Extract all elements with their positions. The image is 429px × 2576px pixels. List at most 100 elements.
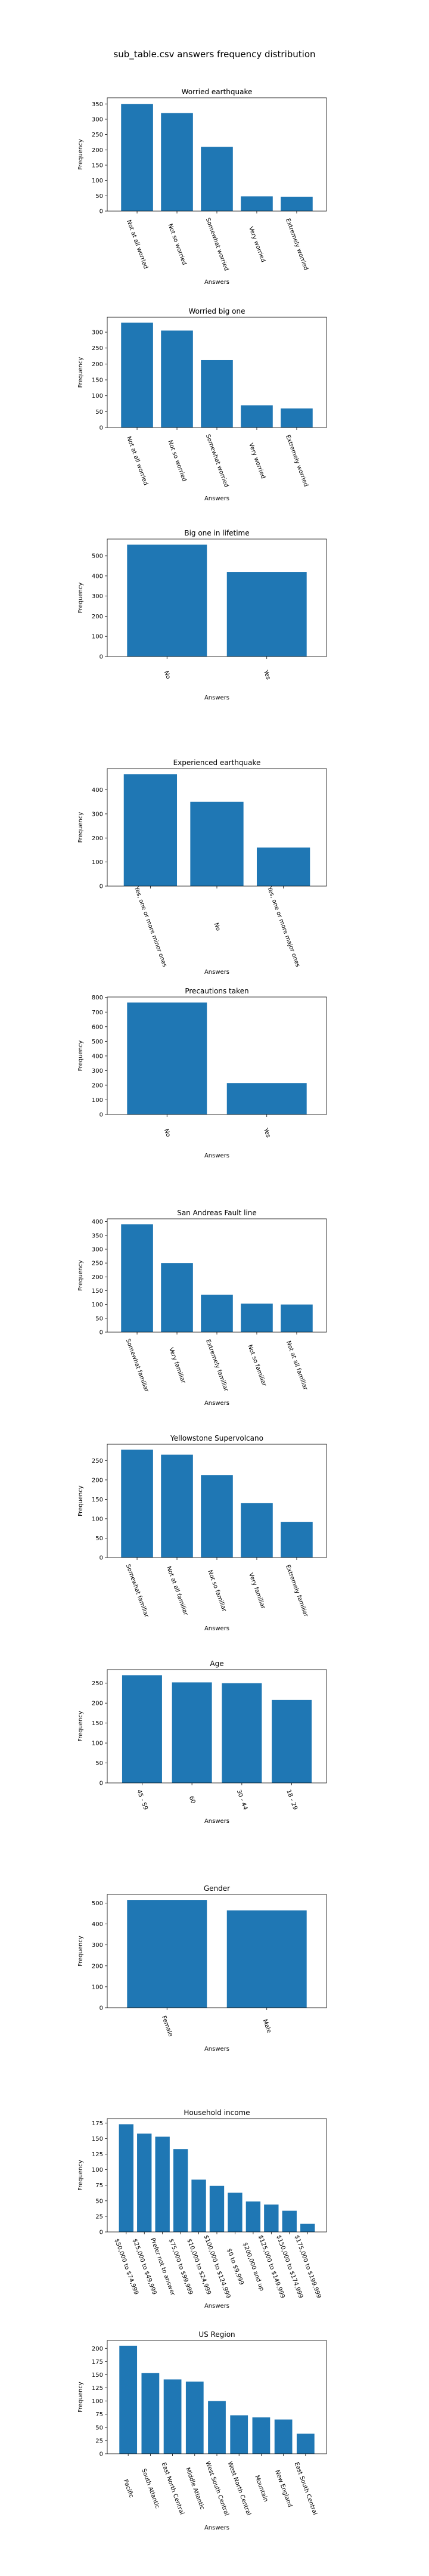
y-tick-label: 0 [100, 1330, 103, 1336]
bar [127, 544, 207, 657]
y-tick-label: 100 [92, 393, 103, 400]
bar [122, 1675, 162, 1783]
y-tick-label: 300 [92, 593, 103, 600]
bar [201, 1475, 233, 1558]
bar [173, 2149, 188, 2232]
bar [226, 1910, 307, 2008]
y-tick-label: 150 [92, 1288, 103, 1295]
y-tick-label: 125 [92, 2385, 103, 2392]
y-tick-label: 150 [92, 162, 103, 169]
chart-title: Age [210, 1659, 223, 1668]
y-tick-label: 200 [92, 361, 103, 368]
y-axis-label: Frequency [77, 1485, 84, 1516]
y-axis-label: Frequency [77, 357, 84, 388]
x-axis-label: Answers [204, 279, 229, 286]
chart-4: Experienced earthquake 0 100 200 300 400 Yes, … [77, 758, 327, 976]
bar [226, 572, 307, 657]
bar [241, 1304, 273, 1332]
y-tick-label: 50 [95, 1535, 103, 1542]
bar [123, 774, 178, 886]
x-tick-label: Extremely worried [284, 218, 309, 271]
bar [191, 2179, 206, 2232]
chart-1: Worried earthquake 0 50 100 150 200 250 300 350 N… [77, 88, 327, 286]
y-tick-label: 250 [92, 345, 103, 352]
y-tick-label: 300 [92, 330, 103, 336]
chart-11: US Region 0 25 50 75 100 125 150 175 200 Pacific So… [77, 2330, 327, 2531]
x-tick-label: Not so familiar [206, 1569, 228, 1613]
x-tick-label: Not so worried [166, 439, 187, 482]
y-tick-label: 100 [92, 1741, 103, 1747]
y-tick-label: 400 [92, 1219, 103, 1225]
x-tick-label: 45 - 59 [135, 1789, 148, 1811]
bar [272, 1699, 312, 1783]
bar [161, 1454, 193, 1558]
bar [281, 1522, 313, 1558]
x-tick-label: Not at all worried [125, 219, 149, 270]
y-tick-label: 400 [92, 1921, 103, 1928]
chart-10: Household income0255075100125150175$50,0… [77, 2109, 327, 2309]
x-tick-label: Yes [262, 669, 271, 681]
bar [161, 1263, 193, 1332]
y-tick-label: 300 [92, 811, 103, 818]
x-tick-label: 60 [188, 1795, 197, 1805]
x-tick-label: Very familiar [167, 1346, 186, 1385]
y-tick-label: 250 [92, 1261, 103, 1267]
bar [222, 1683, 262, 1783]
y-tick-label: 100 [92, 1984, 103, 1990]
bar [119, 2124, 133, 2232]
x-tick-label: Very worried [247, 442, 266, 479]
bar [141, 2373, 160, 2454]
x-tick-label: Somewhat worried [204, 217, 229, 272]
y-tick-label: 150 [92, 1497, 103, 1503]
bar [256, 847, 310, 886]
y-tick-label: 300 [92, 1068, 103, 1075]
x-tick-label: Extremely worried [284, 434, 309, 488]
bar [296, 2433, 315, 2454]
y-tick-label: 100 [92, 859, 103, 866]
y-tick-label: 0 [100, 2230, 103, 2236]
y-tick-label: 200 [92, 1963, 103, 1970]
axes-frame [107, 996, 327, 1115]
y-tick-label: 100 [92, 2398, 103, 2405]
y-tick-label: 200 [92, 2346, 103, 2352]
bar [121, 1450, 153, 1558]
chart-title: Gender [204, 1884, 230, 1893]
bar [300, 2224, 315, 2232]
x-tick-label: West North Central [226, 2461, 252, 2516]
y-tick-label: 175 [92, 2359, 103, 2366]
y-tick-label: 50 [95, 409, 103, 416]
y-tick-label: 200 [92, 1477, 103, 1484]
x-tick-label: East North Central [160, 2462, 185, 2516]
chart-2: Worried big one 0 50 100 150 200 250 300 Not at … [77, 307, 327, 502]
bar [201, 1295, 233, 1332]
bar [264, 2205, 279, 2232]
bar [230, 2415, 248, 2454]
y-axis-label: Frequency [77, 139, 84, 170]
y-tick-label: 50 [95, 2425, 103, 2431]
bar [245, 2201, 261, 2232]
bar [155, 2137, 170, 2232]
x-tick-label: Mountain [253, 2475, 269, 2503]
y-tick-label: 50 [95, 1315, 103, 1322]
x-tick-label: South Atlantic [140, 2468, 160, 2510]
y-tick-label: 125 [92, 2151, 103, 2158]
y-axis-label: Frequency [77, 1041, 84, 1072]
x-tick-label: Extremely familiar [284, 1564, 309, 1618]
bar [127, 1900, 207, 2008]
x-tick-label: Not at all familiar [285, 1340, 309, 1391]
x-tick-label: Male [262, 2018, 272, 2034]
x-axis-label: Answers [204, 1400, 229, 1407]
bar [282, 2210, 297, 2232]
y-tick-label: 100 [92, 1097, 103, 1104]
y-tick-label: 150 [92, 1720, 103, 1727]
x-tick-label: Middle Atlantic [184, 2467, 206, 2511]
y-tick-label: 100 [92, 178, 103, 184]
x-axis-label: Answers [204, 1153, 229, 1159]
bar [226, 1083, 307, 1114]
y-tick-label: 0 [100, 1781, 103, 1787]
axes-frame [107, 538, 327, 657]
bar [241, 405, 273, 428]
x-tick-label: No [163, 670, 172, 680]
axes-frame [107, 1444, 327, 1558]
bar [190, 801, 244, 886]
